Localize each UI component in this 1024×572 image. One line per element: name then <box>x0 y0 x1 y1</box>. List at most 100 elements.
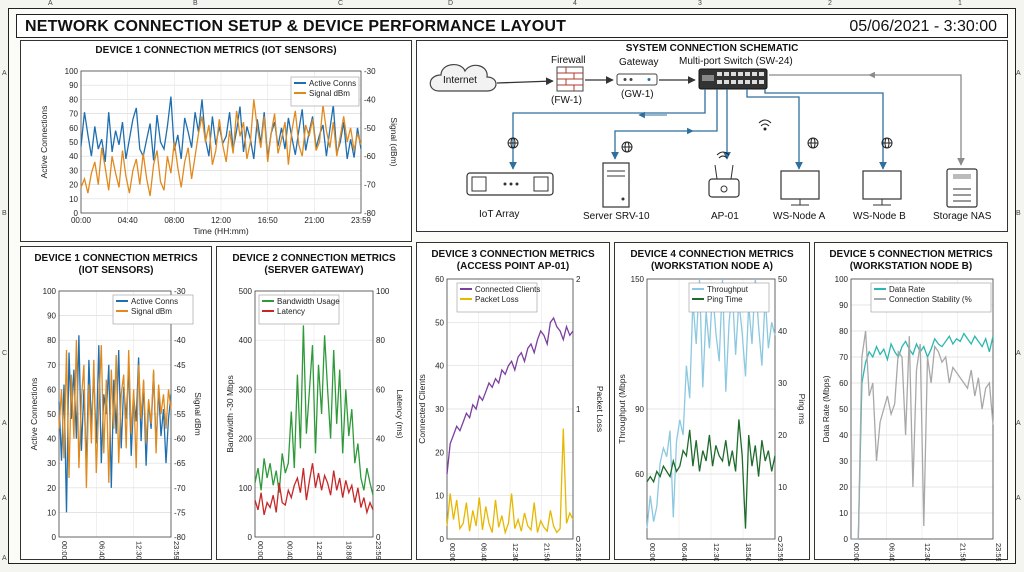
x-tick-label: 08:00 <box>164 216 185 225</box>
iot-array-label: IoT Array <box>479 209 520 220</box>
y-right-tick-label: -40 <box>364 95 376 104</box>
plot-area <box>850 278 994 540</box>
y-tick-label: 60 <box>69 124 78 133</box>
frame-mark: A <box>1016 350 1021 357</box>
y-right-tick-label: -80 <box>364 209 376 218</box>
x-tick-label: 12:30 <box>135 541 144 560</box>
x-tick-label: 00:00 <box>256 541 265 560</box>
chart-device1-iot: 0 10 20 30 40 50 60 70 80 90 100 00:00 04:40 08:00 12:… <box>39 67 399 236</box>
x-tick-label: 00:00 <box>71 216 92 225</box>
legend-label: Packet Loss <box>475 295 519 304</box>
y-right-tick-label: -65 <box>174 459 186 468</box>
frame-mark: C <box>2 350 8 357</box>
storage-nas-icon <box>946 168 978 208</box>
y-tick-label: 500 <box>239 287 253 296</box>
y-right-tick-label: 20 <box>376 484 385 493</box>
frame-mark: 1 <box>958 0 962 7</box>
y-right-tick-label: -30 <box>364 67 376 76</box>
y-tick-label: 100 <box>835 275 849 284</box>
legend-label: Signal dBm <box>131 307 172 316</box>
frame-mark: 2 <box>828 0 832 7</box>
y-right-tick-label: 1 <box>576 405 581 414</box>
frame-mark: B <box>2 210 7 217</box>
x-tick-label: 12:30 <box>315 541 324 560</box>
y-right-axis-label: Signal (dBm) <box>389 117 399 166</box>
legend-label: Active Conns <box>131 297 178 306</box>
x-tick-label: 18:89 <box>345 541 354 560</box>
y-right-tick-label: 10 <box>778 483 787 492</box>
panel-device3: DEVICE 3 CONNECTION METRICS (ACCESS POIN… <box>416 242 610 561</box>
y-right-tick-label: 0 <box>576 535 581 544</box>
series-line <box>446 316 574 475</box>
y-right-tick-label: -40 <box>174 336 186 345</box>
legend-label: Connection Stability (% <box>889 295 972 304</box>
frame-mark: A <box>1016 495 1021 502</box>
y-axis-label: Connected Clients <box>417 374 427 443</box>
access-point-icon <box>708 164 740 198</box>
series-line <box>80 99 362 197</box>
internet-cloud-icon <box>429 64 497 92</box>
x-tick-label: 23:59 <box>574 543 583 561</box>
gateway-id: (GW-1) <box>621 89 654 100</box>
legend-label: Latency <box>277 307 305 316</box>
legend-box <box>688 282 770 313</box>
y-tick-label: 70 <box>69 110 78 119</box>
y-tick-label: 70 <box>839 353 848 362</box>
series-line <box>58 340 172 488</box>
x-tick-label: 00:00 <box>648 543 657 561</box>
chart-title: DEVICE 5 CONNECTION METRICS (WORKSTATION… <box>829 249 993 272</box>
y-tick-label: 80 <box>47 336 56 345</box>
wsa-label: WS-Node A <box>773 211 826 222</box>
y-tick-label: 70 <box>47 361 56 370</box>
x-tick-label: 12:00 <box>211 216 232 225</box>
y-tick-label: 150 <box>631 275 645 284</box>
y-tick-label: 0 <box>440 535 445 544</box>
x-tick-label: 04:40 <box>118 216 139 225</box>
frame-mark: D <box>448 0 454 7</box>
frame-mark: B <box>1016 210 1021 217</box>
panel-device1-bottom: DEVICE 1 CONNECTION METRICS (IOT SENSORS… <box>20 246 212 560</box>
plot-area <box>646 278 776 540</box>
chart-title: DEVICE 4 CONNECTION METRICS (WORKSTATION… <box>630 249 794 272</box>
workstation-a-icon <box>780 170 820 206</box>
y-tick-label: 20 <box>839 483 848 492</box>
x-tick-label: 21:00 <box>304 216 325 225</box>
y-tick-label: 10 <box>435 492 444 501</box>
legend-label: Ping Time <box>707 295 743 304</box>
y-tick-label: 100 <box>43 287 57 296</box>
switch-icon <box>698 68 768 90</box>
series-line <box>446 428 574 535</box>
y-tick-label: 40 <box>435 362 444 371</box>
server-label: Server SRV-10 <box>583 211 650 222</box>
x-tick-label: 00:40 <box>286 541 295 560</box>
workstation-b-icon <box>862 170 902 206</box>
y-tick-label: 0 <box>74 209 79 218</box>
firewall-icon <box>556 66 584 92</box>
legend-box <box>112 294 194 325</box>
x-tick-label: 06:40 <box>888 543 897 561</box>
y-tick-label: 20 <box>69 181 78 190</box>
legend-label: Data Rate <box>889 285 926 294</box>
series-line <box>851 332 994 540</box>
y-right-tick-label: 100 <box>376 287 390 296</box>
title-bar: NETWORK CONNECTION SETUP & DEVICE PERFOR… <box>16 14 1008 38</box>
x-tick-label: 23:59 <box>351 216 372 225</box>
y-tick-label: 50 <box>69 138 78 147</box>
y-axis-label: Throughput (Mbps <box>617 374 627 443</box>
x-tick-label: 23:59 <box>994 543 1003 561</box>
server-icon <box>602 162 630 208</box>
y-tick-label: 0 <box>844 535 849 544</box>
x-tick-label: 06:40 <box>680 543 689 561</box>
y-tick-label: 90 <box>47 312 56 321</box>
y-tick-label: 30 <box>435 405 444 414</box>
chart-device1-iot-small: 0 10 20 30 40 50 60 70 80 90 100 00:00 06:40 12:30 23:… <box>29 287 203 560</box>
y-tick-label: 60 <box>635 470 644 479</box>
y-right-tick-label: -60 <box>174 435 186 444</box>
series-line <box>254 463 374 516</box>
plot-area <box>446 278 574 540</box>
y-right-tick-label: 20 <box>778 431 787 440</box>
legend-box <box>290 76 360 107</box>
y-tick-label: 30 <box>69 166 78 175</box>
y-right-axis-label: Signal dBm <box>193 392 203 435</box>
